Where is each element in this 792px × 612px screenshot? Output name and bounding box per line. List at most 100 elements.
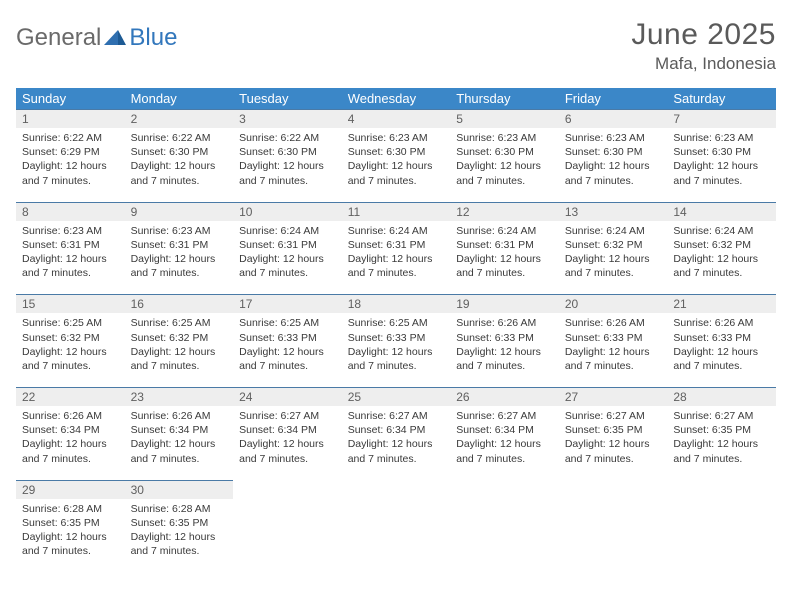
- sunset-text: Sunset: 6:30 PM: [673, 145, 770, 159]
- day-details-cell: [233, 499, 342, 573]
- weekday-header: Friday: [559, 88, 668, 110]
- day-number-row: 22232425262728: [16, 388, 776, 407]
- daylight-text: Daylight: 12 hours and 7 minutes.: [565, 437, 662, 465]
- day-details-cell: [667, 499, 776, 573]
- sunset-text: Sunset: 6:31 PM: [456, 238, 553, 252]
- day-number-cell: 17: [233, 295, 342, 314]
- day-number-cell: 19: [450, 295, 559, 314]
- day-details-cell: Sunrise: 6:28 AMSunset: 6:35 PMDaylight:…: [16, 499, 125, 573]
- sunset-text: Sunset: 6:30 PM: [565, 145, 662, 159]
- logo: General Blue: [16, 18, 177, 52]
- sunrise-text: Sunrise: 6:27 AM: [565, 409, 662, 423]
- day-number-row: 1234567: [16, 110, 776, 129]
- day-number-row: 2930: [16, 480, 776, 499]
- day-details-cell: Sunrise: 6:28 AMSunset: 6:35 PMDaylight:…: [125, 499, 234, 573]
- daylight-text: Daylight: 12 hours and 7 minutes.: [239, 345, 336, 373]
- day-details-cell: Sunrise: 6:23 AMSunset: 6:30 PMDaylight:…: [559, 128, 668, 202]
- day-number-cell: 8: [16, 202, 125, 221]
- daylight-text: Daylight: 12 hours and 7 minutes.: [131, 159, 228, 187]
- sunset-text: Sunset: 6:33 PM: [239, 331, 336, 345]
- sunrise-text: Sunrise: 6:27 AM: [239, 409, 336, 423]
- day-details-cell: Sunrise: 6:27 AMSunset: 6:34 PMDaylight:…: [342, 406, 451, 480]
- day-number-cell: 11: [342, 202, 451, 221]
- day-details-cell: Sunrise: 6:25 AMSunset: 6:32 PMDaylight:…: [125, 313, 234, 387]
- sunrise-text: Sunrise: 6:25 AM: [22, 316, 119, 330]
- sunrise-text: Sunrise: 6:28 AM: [22, 502, 119, 516]
- day-details-cell: Sunrise: 6:25 AMSunset: 6:33 PMDaylight:…: [233, 313, 342, 387]
- sunset-text: Sunset: 6:31 PM: [348, 238, 445, 252]
- sunrise-text: Sunrise: 6:25 AM: [348, 316, 445, 330]
- day-details-row: Sunrise: 6:23 AM Sunset: 6:31 PM Daylight:…: [16, 221, 776, 295]
- title-block: June 2025 Mafa, Indonesia: [631, 18, 776, 74]
- daylight-text: Daylight: 12 hours and 7 minutes.: [565, 252, 662, 280]
- day-number-cell: 5: [450, 110, 559, 129]
- day-number-cell: 22: [16, 388, 125, 407]
- sunrise-text: Sunrise: 6:27 AM: [348, 409, 445, 423]
- day-number-cell: 25: [342, 388, 451, 407]
- day-details-row: Sunrise: 6:25 AMSunset: 6:32 PMDaylight:…: [16, 313, 776, 387]
- month-title: June 2025: [631, 18, 776, 52]
- day-details-cell: Sunrise: 6:24 AMSunset: 6:31 PMDaylight:…: [342, 221, 451, 295]
- daylight-text: Daylight: 12 hours and 7 minutes.: [239, 437, 336, 465]
- sunrise-text: Sunrise: 6:25 AM: [239, 316, 336, 330]
- page-header: General Blue June 2025 Mafa, Indonesia: [16, 18, 776, 74]
- sunset-text: Sunset: 6:34 PM: [131, 423, 228, 437]
- logo-text-general: General: [16, 24, 101, 52]
- sunrise-text: Sunrise: 6:24 AM: [239, 224, 336, 238]
- daylight-text: Daylight: 12 hours and 7 minutes.: [456, 437, 553, 465]
- daylight-text: Daylight: 12 hours and 7 minutes.: [239, 159, 336, 187]
- day-number-cell: 29: [16, 480, 125, 499]
- sunset-text: Sunset: 6:30 PM: [131, 145, 228, 159]
- day-details-row: Sunrise: 6:28 AMSunset: 6:35 PMDaylight:…: [16, 499, 776, 573]
- day-details-cell: Sunrise: 6:24 AMSunset: 6:31 PMDaylight:…: [450, 221, 559, 295]
- sunset-text: Sunset: 6:32 PM: [22, 331, 119, 345]
- day-details-cell: Sunrise: 6:23 AMSunset: 6:30 PMDaylight:…: [450, 128, 559, 202]
- sunrise-text: Sunrise: 6:23 AM: [131, 224, 228, 238]
- daylight-text: Daylight: 12 hours and 7 minutes.: [456, 159, 553, 187]
- day-details-cell: Sunrise: 6:22 AMSunset: 6:30 PMDaylight:…: [233, 128, 342, 202]
- daylight-text: Daylight: 12 hours and 7 minutes.: [565, 159, 662, 187]
- day-details-cell: Sunrise: 6:24 AMSunset: 6:32 PMDaylight:…: [667, 221, 776, 295]
- day-number-cell: [342, 480, 451, 499]
- daylight-text: Daylight: 12 hours and 7 minutes.: [22, 437, 119, 465]
- calendar-body: 1234567Sunrise: 6:22 AMSunset: 6:29 PMDa…: [16, 110, 776, 573]
- daylight-text: Daylight: 12 hours and 7 minutes.: [131, 345, 228, 373]
- weekday-header-row: Sunday Monday Tuesday Wednesday Thursday…: [16, 88, 776, 110]
- day-details-cell: Sunrise: 6:27 AMSunset: 6:34 PMDaylight:…: [233, 406, 342, 480]
- daylight-text: Daylight: 12 hours and 7 minutes.: [131, 437, 228, 465]
- sunset-text: Sunset: 6:35 PM: [131, 516, 228, 530]
- sunset-text: Sunset: 6:33 PM: [565, 331, 662, 345]
- weekday-header: Sunday: [16, 88, 125, 110]
- sunset-text: Sunset: 6:32 PM: [673, 238, 770, 252]
- sunrise-text: Sunrise: 6:24 AM: [673, 224, 770, 238]
- day-details-cell: Sunrise: 6:23 AMSunset: 6:30 PMDaylight:…: [342, 128, 451, 202]
- sunrise-text: Sunrise: 6:23 AM: [673, 131, 770, 145]
- daylight-text: Daylight: 12 hours and 7 minutes.: [22, 530, 119, 558]
- day-number-cell: 15: [16, 295, 125, 314]
- weekday-header: Wednesday: [342, 88, 451, 110]
- day-details-cell: Sunrise: 6:24 AMSunset: 6:32 PMDaylight:…: [559, 221, 668, 295]
- day-number-cell: 30: [125, 480, 234, 499]
- sunset-text: Sunset: 6:32 PM: [565, 238, 662, 252]
- sunrise-text: Sunrise: 6:26 AM: [22, 409, 119, 423]
- logo-text-blue: Blue: [129, 24, 177, 52]
- daylight-text: Daylight: 12 hours and 7 minutes.: [22, 159, 119, 187]
- sunset-text: Sunset: 6:33 PM: [456, 331, 553, 345]
- day-number-cell: 27: [559, 388, 668, 407]
- day-details-cell: Sunrise: 6:23 AMSunset: 6:31 PMDaylight:…: [125, 221, 234, 295]
- sunrise-text: Sunrise: 6:24 AM: [565, 224, 662, 238]
- day-number-cell: 24: [233, 388, 342, 407]
- daylight-text: Daylight: 12 hours and 7 minutes.: [239, 252, 336, 280]
- sunrise-text: Sunrise: 6:26 AM: [131, 409, 228, 423]
- daylight-text: Daylight: 12 hours and 7 minutes.: [673, 252, 770, 280]
- day-number-cell: 20: [559, 295, 668, 314]
- daylight-text: Daylight: 12 hours and 7 minutes.: [131, 530, 228, 558]
- sunset-text: Sunset: 6:30 PM: [348, 145, 445, 159]
- sunrise-text: Sunrise: 6:23 AM: [348, 131, 445, 145]
- day-details-cell: Sunrise: 6:23 AMSunset: 6:30 PMDaylight:…: [667, 128, 776, 202]
- day-number-cell: 18: [342, 295, 451, 314]
- day-number-cell: [450, 480, 559, 499]
- day-details-cell: Sunrise: 6:27 AMSunset: 6:34 PMDaylight:…: [450, 406, 559, 480]
- day-number-cell: 21: [667, 295, 776, 314]
- daylight-text: Daylight: 12 hours and 7 minutes.: [348, 437, 445, 465]
